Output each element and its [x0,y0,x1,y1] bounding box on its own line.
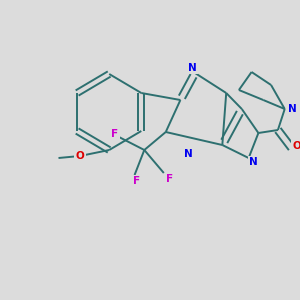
Text: F: F [133,176,140,186]
Text: F: F [112,129,118,139]
Text: N: N [184,149,193,159]
Text: O: O [292,141,300,151]
Text: O: O [76,151,84,161]
Text: N: N [249,157,258,167]
Text: N: N [188,63,197,73]
Text: N: N [288,104,297,114]
Text: F: F [166,174,173,184]
